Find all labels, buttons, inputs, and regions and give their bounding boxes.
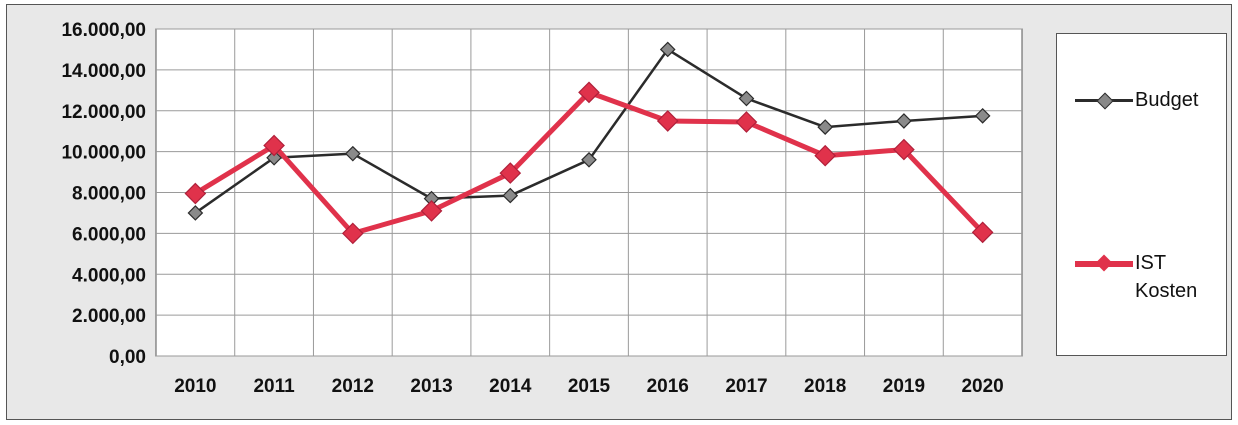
- series-layer: [184, 41, 994, 245]
- y-tick-label: 0,00: [109, 347, 146, 368]
- x-tick-label: 2017: [725, 376, 767, 397]
- y-tick-label: 10.000,00: [61, 143, 146, 164]
- y-tick-label: 8.000,00: [72, 184, 146, 205]
- data-point-ist-kosten: [971, 221, 994, 244]
- data-point-budget: [581, 151, 597, 168]
- data-point-budget: [659, 41, 676, 58]
- data-point-budget: [896, 113, 912, 129]
- x-axis-ticks: 2010 2011 2012 2013 2014 2015 2016 2017 2018 2019…: [174, 376, 1004, 397]
- legend-label-budget: Budget: [1135, 89, 1199, 111]
- x-tick-label: 2020: [961, 376, 1003, 397]
- data-point-budget: [344, 145, 361, 162]
- data-point-budget: [974, 108, 991, 124]
- data-point-budget: [738, 90, 755, 107]
- legend-item-budget: Budget: [1057, 86, 1228, 146]
- data-point-ist-kosten: [656, 110, 679, 132]
- data-point-budget: [502, 187, 519, 204]
- y-tick-label: 6.000,00: [72, 224, 146, 245]
- legend: Budget IST Kosten: [1056, 33, 1227, 356]
- y-tick-label: 14.000,00: [61, 61, 146, 82]
- x-tick-label: 2010: [174, 376, 216, 397]
- data-point-ist-kosten: [499, 162, 522, 184]
- chart-frame: 0,00 2.000,00 4.000,00 6.000,00 8.000,00 10.0…: [6, 4, 1232, 420]
- x-tick-label: 2012: [332, 376, 374, 397]
- x-tick-label: 2015: [568, 376, 611, 397]
- x-tick-label: 2016: [647, 376, 689, 397]
- data-point-budget: [817, 119, 834, 135]
- data-point-ist-kosten: [814, 144, 837, 167]
- legend-item-ist-kosten: IST Kosten: [1057, 249, 1228, 309]
- line-chart: 0,00 2.000,00 4.000,00 6.000,00 8.000,00 10.0…: [61, 20, 1023, 397]
- legend-marker-ist-kosten: [1095, 254, 1113, 272]
- y-tick-label: 12.000,00: [61, 102, 146, 123]
- x-tick-label: 2018: [804, 376, 846, 397]
- y-axis-ticks: 0,00 2.000,00 4.000,00 6.000,00 8.000,00 10.0…: [61, 20, 146, 368]
- x-tick-label: 2013: [410, 376, 452, 397]
- legend-label-ist-kosten: IST Kosten: [1135, 252, 1198, 302]
- y-tick-label: 16.000,00: [61, 20, 146, 41]
- data-point-budget: [187, 205, 204, 221]
- data-point-ist-kosten: [184, 182, 207, 205]
- data-point-budget: [266, 149, 282, 166]
- data-point-ist-kosten: [578, 81, 600, 104]
- data-point-ist-kosten: [263, 134, 285, 157]
- y-tick-label: 4.000,00: [72, 265, 146, 286]
- data-point-ist-kosten: [420, 200, 443, 222]
- data-point-ist-kosten: [893, 138, 915, 161]
- legend-marker-budget: [1096, 92, 1114, 110]
- x-tick-label: 2014: [489, 376, 532, 397]
- y-tick-label: 2.000,00: [72, 306, 146, 327]
- data-point-ist-kosten: [341, 222, 364, 245]
- data-point-ist-kosten: [735, 111, 758, 133]
- x-tick-label: 2011: [253, 376, 295, 397]
- x-tick-label: 2019: [883, 376, 925, 397]
